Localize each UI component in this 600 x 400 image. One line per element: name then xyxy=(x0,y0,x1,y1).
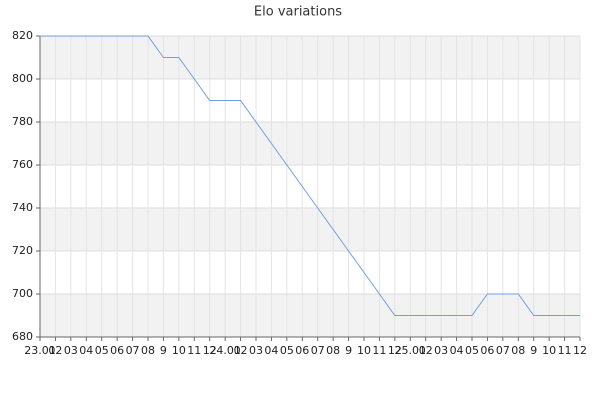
x-tick-label: 06 xyxy=(295,344,309,357)
x-tick-label: 12 xyxy=(388,344,402,357)
line xyxy=(40,35,580,316)
x-tick-label: 07 xyxy=(496,344,510,357)
x-tick-label: 12 xyxy=(573,344,587,357)
x-tick-label: 9 xyxy=(530,344,537,357)
x-tick-label: 11 xyxy=(372,344,386,357)
x-tick-label: 07 xyxy=(311,344,325,357)
x-tick-label: 07 xyxy=(126,344,140,357)
x-tick-label: 05 xyxy=(95,344,109,357)
y-tick-label: 800 xyxy=(12,72,33,85)
y-tick-label: 700 xyxy=(12,287,33,300)
y-tick-label: 820 xyxy=(12,29,33,42)
x-tick-label: 04 xyxy=(450,344,464,357)
y-tick-label: 780 xyxy=(12,115,33,128)
y-tick-label: 680 xyxy=(12,330,33,343)
band xyxy=(40,208,580,251)
x-tick-label: 23.01 xyxy=(24,344,56,357)
x-tick-label: 02 xyxy=(234,344,248,357)
x-tick-label: 12 xyxy=(203,344,217,357)
band xyxy=(40,36,580,79)
chart-title: Elo variations xyxy=(254,5,342,20)
y-tick-label: 740 xyxy=(12,201,33,214)
x-tick-label: 03 xyxy=(249,344,263,357)
x-tick-label: 04 xyxy=(79,344,93,357)
x-tick-label: 06 xyxy=(110,344,124,357)
x-tick-label: 25.01 xyxy=(395,344,427,357)
x-tick-label: 08 xyxy=(326,344,340,357)
x-tick-label: 02 xyxy=(48,344,62,357)
x-tick-label: 08 xyxy=(511,344,525,357)
x-tick-label: 03 xyxy=(434,344,448,357)
x-tick-label: 05 xyxy=(280,344,294,357)
x-tick-label: 24.01 xyxy=(209,344,241,357)
x-tick-label: 11 xyxy=(558,344,572,357)
x-tick-label: 10 xyxy=(357,344,371,357)
x-tick-label: 05 xyxy=(465,344,479,357)
x-tick-label: 06 xyxy=(480,344,494,357)
x-tick-label: 03 xyxy=(64,344,78,357)
x-tick-label: 04 xyxy=(264,344,278,357)
x-tick-label: 11 xyxy=(187,344,201,357)
band xyxy=(40,294,580,337)
x-tick-label: 10 xyxy=(542,344,556,357)
x-tick-label: 02 xyxy=(419,344,433,357)
x-tick-label: 9 xyxy=(345,344,352,357)
x-tick-label: 9 xyxy=(160,344,167,357)
y-tick-label: 720 xyxy=(12,244,33,257)
x-tick-label: 10 xyxy=(172,344,186,357)
y-tick-label: 760 xyxy=(12,158,33,171)
band xyxy=(40,122,580,165)
x-tick-label: 08 xyxy=(141,344,155,357)
